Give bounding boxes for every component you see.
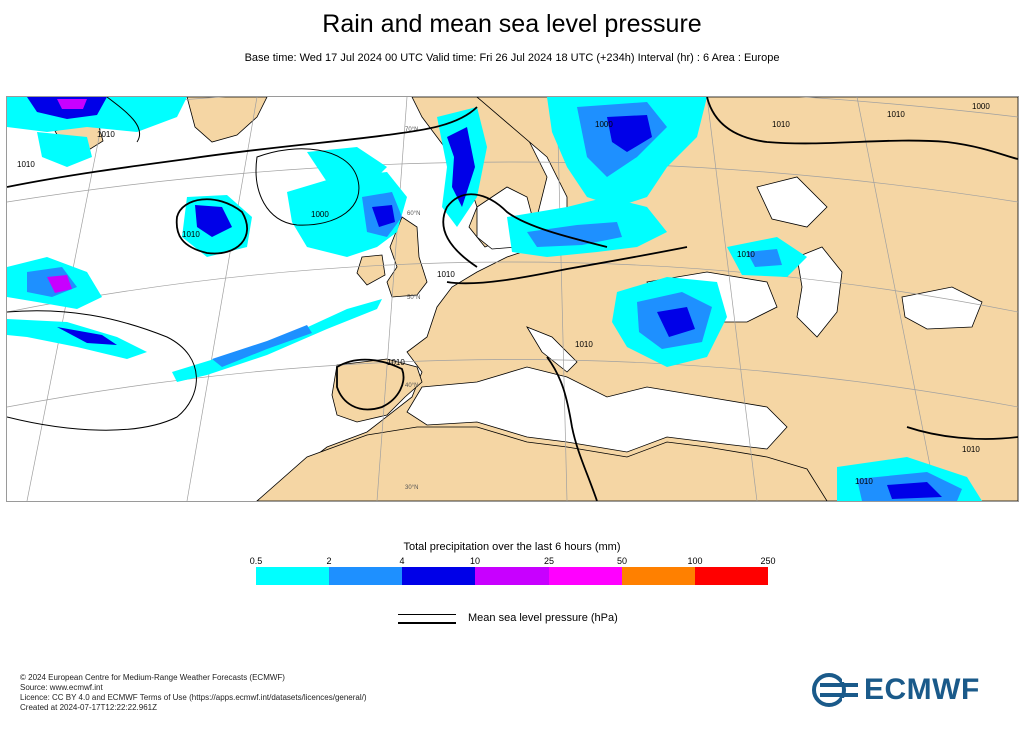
- legend-tick: 10: [469, 556, 481, 566]
- legend-tick: 250: [760, 556, 776, 566]
- legend-tick: 25: [543, 556, 555, 566]
- white-sea: [756, 176, 828, 228]
- great-britain: [386, 216, 428, 298]
- legend-color-swatch: [256, 567, 330, 585]
- legend-ticks: 0.5 2 4 10 25 50 100 250: [250, 556, 776, 568]
- north-africa: [256, 426, 828, 501]
- footer-created: Created at 2024-07-17T12:22:22.961Z: [20, 703, 157, 712]
- isobar-label: 1000: [595, 120, 613, 129]
- isobar-label: 1010: [437, 270, 455, 279]
- legend-tick: 50: [616, 556, 628, 566]
- adriatic-sea: [526, 326, 578, 373]
- map-canvas: 70°N 60°N 50°N 40°N 30°N: [7, 97, 1018, 501]
- legend-color-swatch: [694, 567, 768, 585]
- pressure-line-sample-thin: [398, 614, 456, 615]
- pressure-line-sample-thick: [398, 622, 456, 624]
- ecmwf-logo: ECMWF: [812, 673, 980, 707]
- graticule-labels: 70°N 60°N 50°N 40°N 30°N: [405, 127, 420, 491]
- ecmwf-logo-text: ECMWF: [864, 673, 980, 706]
- legend-color-swatch: [475, 567, 549, 585]
- caspian-sea: [796, 246, 843, 338]
- legend-tick: 4: [399, 556, 405, 566]
- graticule-label: 70°N: [405, 127, 418, 133]
- footer-licence: Licence: CC BY 4.0 and ECMWF Terms of Us…: [20, 693, 367, 702]
- weather-map: 70°N 60°N 50°N 40°N 30°N: [6, 96, 1019, 502]
- legend-tick: 0.5: [249, 556, 263, 566]
- isobars: [7, 97, 1018, 501]
- isobar-label: 1010: [962, 445, 980, 454]
- legend-color-swatch: [621, 567, 695, 585]
- footer-source: Source: www.ecmwf.int: [20, 683, 103, 692]
- isobar-label: 1010: [387, 358, 405, 367]
- legend-color-swatch: [548, 567, 622, 585]
- footer-credits: © 2024 European Centre for Medium-Range …: [20, 673, 367, 713]
- legend-color-swatch: [402, 567, 476, 585]
- mediterranean-sea: [406, 366, 788, 453]
- graticule-label: 40°N: [405, 383, 418, 389]
- isobar-label: 1010: [737, 250, 755, 259]
- footer-copyright: © 2024 European Centre for Medium-Range …: [20, 673, 285, 682]
- aral-sea: [901, 286, 983, 330]
- legend-title: Total precipitation over the last 6 hour…: [403, 541, 621, 553]
- isobar-label: 1000: [972, 102, 990, 111]
- greenland: [186, 97, 268, 143]
- legend-tick: 2: [326, 556, 332, 566]
- precipitation-color-scale: [256, 567, 768, 585]
- isobar-label: 1010: [887, 110, 905, 119]
- map-title: Rain and mean sea level pressure: [322, 10, 702, 38]
- ireland: [356, 254, 386, 286]
- isobar-label: 1010: [855, 477, 873, 486]
- graticule-label: 30°N: [405, 485, 418, 491]
- legend-tick: 100: [687, 556, 703, 566]
- isobar-label: 1010: [17, 160, 35, 169]
- pressure-legend-label: Mean sea level pressure (hPa): [468, 612, 618, 624]
- isobar-label: 1010: [97, 130, 115, 139]
- legend-color-swatch: [329, 567, 403, 585]
- graticule-label: 60°N: [407, 211, 420, 217]
- isobar-label: 1010: [575, 340, 593, 349]
- precipitation-areas: [7, 97, 982, 501]
- graticule-label: 50°N: [407, 295, 420, 301]
- map-subtitle: Base time: Wed 17 Jul 2024 00 UTC Valid …: [244, 52, 780, 64]
- isobar-labels: 1010 1010 1000 1010 1010 1010 1000 1010 …: [17, 102, 990, 486]
- isobar-label: 1010: [772, 120, 790, 129]
- isobar-label: 1000: [311, 210, 329, 219]
- isobar-label: 1010: [182, 230, 200, 239]
- ecmwf-logo-icon: [812, 673, 860, 707]
